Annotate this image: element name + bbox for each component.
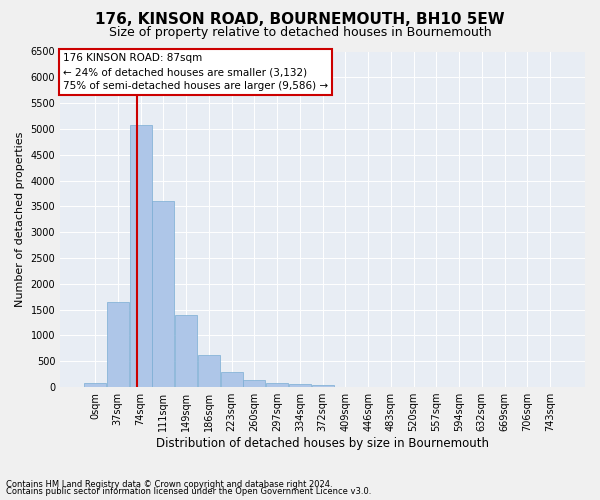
Text: Contains public sector information licensed under the Open Government Licence v3: Contains public sector information licen… [6, 487, 371, 496]
Bar [198, 355, 220, 387]
Bar [266, 383, 288, 387]
Bar [84, 383, 106, 387]
Bar [107, 302, 129, 387]
Bar [152, 201, 175, 387]
Text: Size of property relative to detached houses in Bournemouth: Size of property relative to detached ho… [109, 26, 491, 39]
Bar [243, 380, 265, 387]
Text: 176 KINSON ROAD: 87sqm
← 24% of detached houses are smaller (3,132)
75% of semi-: 176 KINSON ROAD: 87sqm ← 24% of detached… [63, 53, 328, 91]
Text: Contains HM Land Registry data © Crown copyright and database right 2024.: Contains HM Land Registry data © Crown c… [6, 480, 332, 489]
Text: 176, KINSON ROAD, BOURNEMOUTH, BH10 5EW: 176, KINSON ROAD, BOURNEMOUTH, BH10 5EW [95, 12, 505, 28]
X-axis label: Distribution of detached houses by size in Bournemouth: Distribution of detached houses by size … [156, 437, 489, 450]
Bar [311, 385, 334, 387]
Bar [221, 372, 242, 387]
Y-axis label: Number of detached properties: Number of detached properties [15, 132, 25, 307]
Bar [289, 384, 311, 387]
Bar [175, 315, 197, 387]
Bar [130, 125, 152, 387]
